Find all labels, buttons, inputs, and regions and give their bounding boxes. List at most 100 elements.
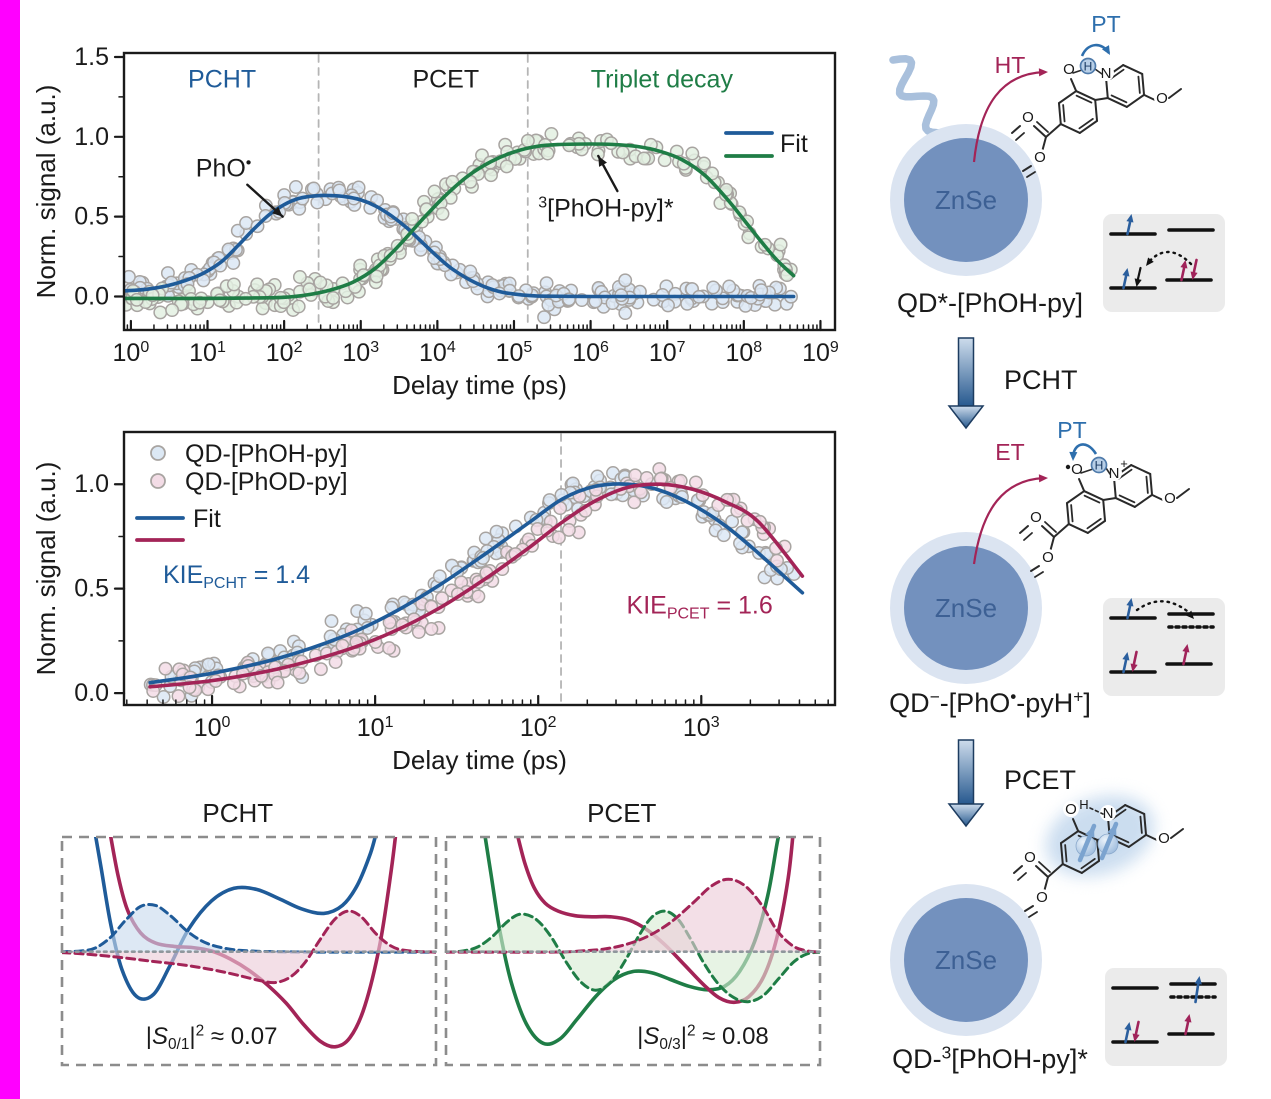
ligand-molecule: O O O O NH [1013, 795, 1184, 918]
region-label-pcht: PCHT [188, 65, 256, 93]
atom-O: O [1158, 830, 1170, 847]
kie-label-0: KIEPCHT = 1.4 [163, 561, 310, 592]
QD-PhOD-py-fit-line [148, 482, 805, 689]
annotation-1: 3[PhOH-py]* [538, 195, 674, 223]
y-tick-1.0: 1.0 [74, 123, 109, 151]
atom-O: O [1164, 490, 1176, 507]
state-label-1: QD*-[PhOH-py] [897, 288, 1083, 318]
kinetics-full-chart: PCHT PCET Triplet decay 100 101 102 103 104 105 1… [31, 43, 839, 400]
legend-item-1: QD-[PhOD-py] [185, 468, 348, 496]
atom-H: H [1084, 60, 1093, 74]
qd-znse-label: ZnSe [935, 945, 997, 975]
process-arrow-pcht: PCHT [947, 337, 1078, 430]
energy-level-diagram-3 [1105, 968, 1227, 1066]
x-axis-label: Delay time (ps) [392, 745, 567, 775]
atom-O: O [1065, 801, 1077, 818]
quantum-dot: ZnSe [890, 124, 1042, 276]
process-label-PCET: PCET [1004, 765, 1076, 795]
ht-label: HT [995, 52, 1026, 78]
x-tick-10e5: 105 [496, 339, 533, 367]
plus-charge: + [1120, 456, 1128, 471]
wavefunction-fill-1 [62, 911, 436, 983]
qd-sphere [904, 898, 1028, 1022]
wavefunction-fill-0 [446, 911, 820, 1002]
atom-H: H [1095, 459, 1104, 473]
x-tick-10e8: 108 [725, 339, 762, 367]
panel-border [444, 835, 822, 1067]
pt-label-1: PT [1091, 11, 1120, 37]
x-tick-10e9: 109 [802, 339, 839, 367]
wavefunction-fill-1 [446, 879, 820, 953]
overlap-panel-pcet: PCET |S0/3|2 ≈ 0.08 [444, 798, 822, 1067]
atom-N: N [1109, 465, 1120, 482]
process-label-PCHT: PCHT [1004, 365, 1078, 395]
overlap-panel-pcht: PCHT |S0/1|2 ≈ 0.07 [60, 798, 438, 1067]
x-axis-label: Delay time (ps) [392, 370, 567, 400]
x-tick-10e3: 103 [683, 714, 720, 742]
overlap-value-label: |S0/1|2 ≈ 0.07 [146, 1022, 278, 1052]
x-tick-10e6: 106 [572, 339, 609, 367]
x-tick-10e0: 100 [194, 714, 231, 742]
x-tick-10e0: 100 [113, 339, 150, 367]
ligand-molecule: O O O O NH [1011, 57, 1182, 178]
proton-circle [1079, 57, 1097, 75]
atom-O: O [1036, 889, 1048, 906]
atom-N: N [1103, 805, 1114, 822]
quantum-dot: ZnSe [890, 532, 1042, 684]
region-label-triplet-decay: Triplet decay [591, 65, 734, 93]
y-tick-0.0: 0.0 [74, 679, 109, 707]
qd-znse-label: ZnSe [935, 593, 997, 623]
legend-item-2: Fit [193, 505, 221, 533]
atom-O: O [1156, 90, 1168, 107]
atom-N: N [1101, 65, 1112, 82]
x-tick-10e2: 102 [520, 714, 557, 742]
x-tick-10e1: 101 [357, 714, 394, 742]
quantum-dot: ZnSe [890, 884, 1042, 1036]
QD-PhOH-py-fit-line [148, 482, 805, 685]
ligand-molecule: O O O O NH + [1019, 456, 1190, 578]
atom-H: H [1079, 797, 1088, 812]
energy-level-diagram-1 [1103, 214, 1225, 312]
panel-border [60, 835, 438, 1067]
region-label-pcet: PCET [412, 65, 479, 93]
atom-O: O [1042, 549, 1054, 566]
wavefunction-curve-1 [62, 909, 436, 985]
et-label: ET [995, 439, 1024, 465]
wavefunction-curve-0 [446, 909, 820, 1004]
x-tick-10e3: 103 [342, 339, 379, 367]
atom-O: O [1063, 61, 1075, 78]
x-tick-10e2: 102 [266, 339, 303, 367]
qd-znse-label: ZnSe [935, 185, 997, 215]
wavefunction-fill-0 [62, 904, 436, 953]
overlap-value-label: |S0/3|2 ≈ 0.08 [637, 1022, 769, 1052]
y-tick-0.5: 0.5 [74, 575, 109, 603]
axis-frame [122, 51, 837, 332]
legend-fit-label: Fit [780, 130, 808, 158]
radical-dot [1065, 464, 1071, 470]
atom-O: O [1071, 461, 1083, 478]
y-axis-label: Norm. signal (a.u.) [31, 85, 61, 299]
qd-sphere [904, 546, 1028, 670]
y-tick-0.5: 0.5 [74, 203, 109, 231]
x-tick-10e4: 104 [419, 339, 456, 367]
y-tick-1.5: 1.5 [74, 43, 109, 71]
atom-O: O [1030, 509, 1042, 526]
potential-curve-0 [93, 837, 378, 1001]
legend-item-0: QD-[PhOH-py] [185, 440, 348, 468]
atom-O: O [1034, 149, 1046, 166]
atom-O: O [1024, 849, 1036, 866]
qd-sphere [904, 138, 1028, 262]
process-arrow-pcet: PCET [947, 739, 1076, 828]
PhO-radical-fit-line [125, 193, 796, 299]
axis-frame [122, 430, 837, 707]
energy-level-diagram-2 [1103, 598, 1225, 696]
triplet-fit-line [125, 142, 796, 301]
kie-label-1: KIEPCET = 1.6 [627, 591, 773, 622]
proton-circle [1090, 456, 1108, 474]
state-label-3: QD-3[PhOH-py]* [892, 1042, 1088, 1074]
y-tick-0.0: 0.0 [74, 282, 109, 310]
legend: QD-[PhOH-py]QD-[PhOD-py] Fit [135, 440, 348, 542]
y-tick-1.0: 1.0 [74, 470, 109, 498]
